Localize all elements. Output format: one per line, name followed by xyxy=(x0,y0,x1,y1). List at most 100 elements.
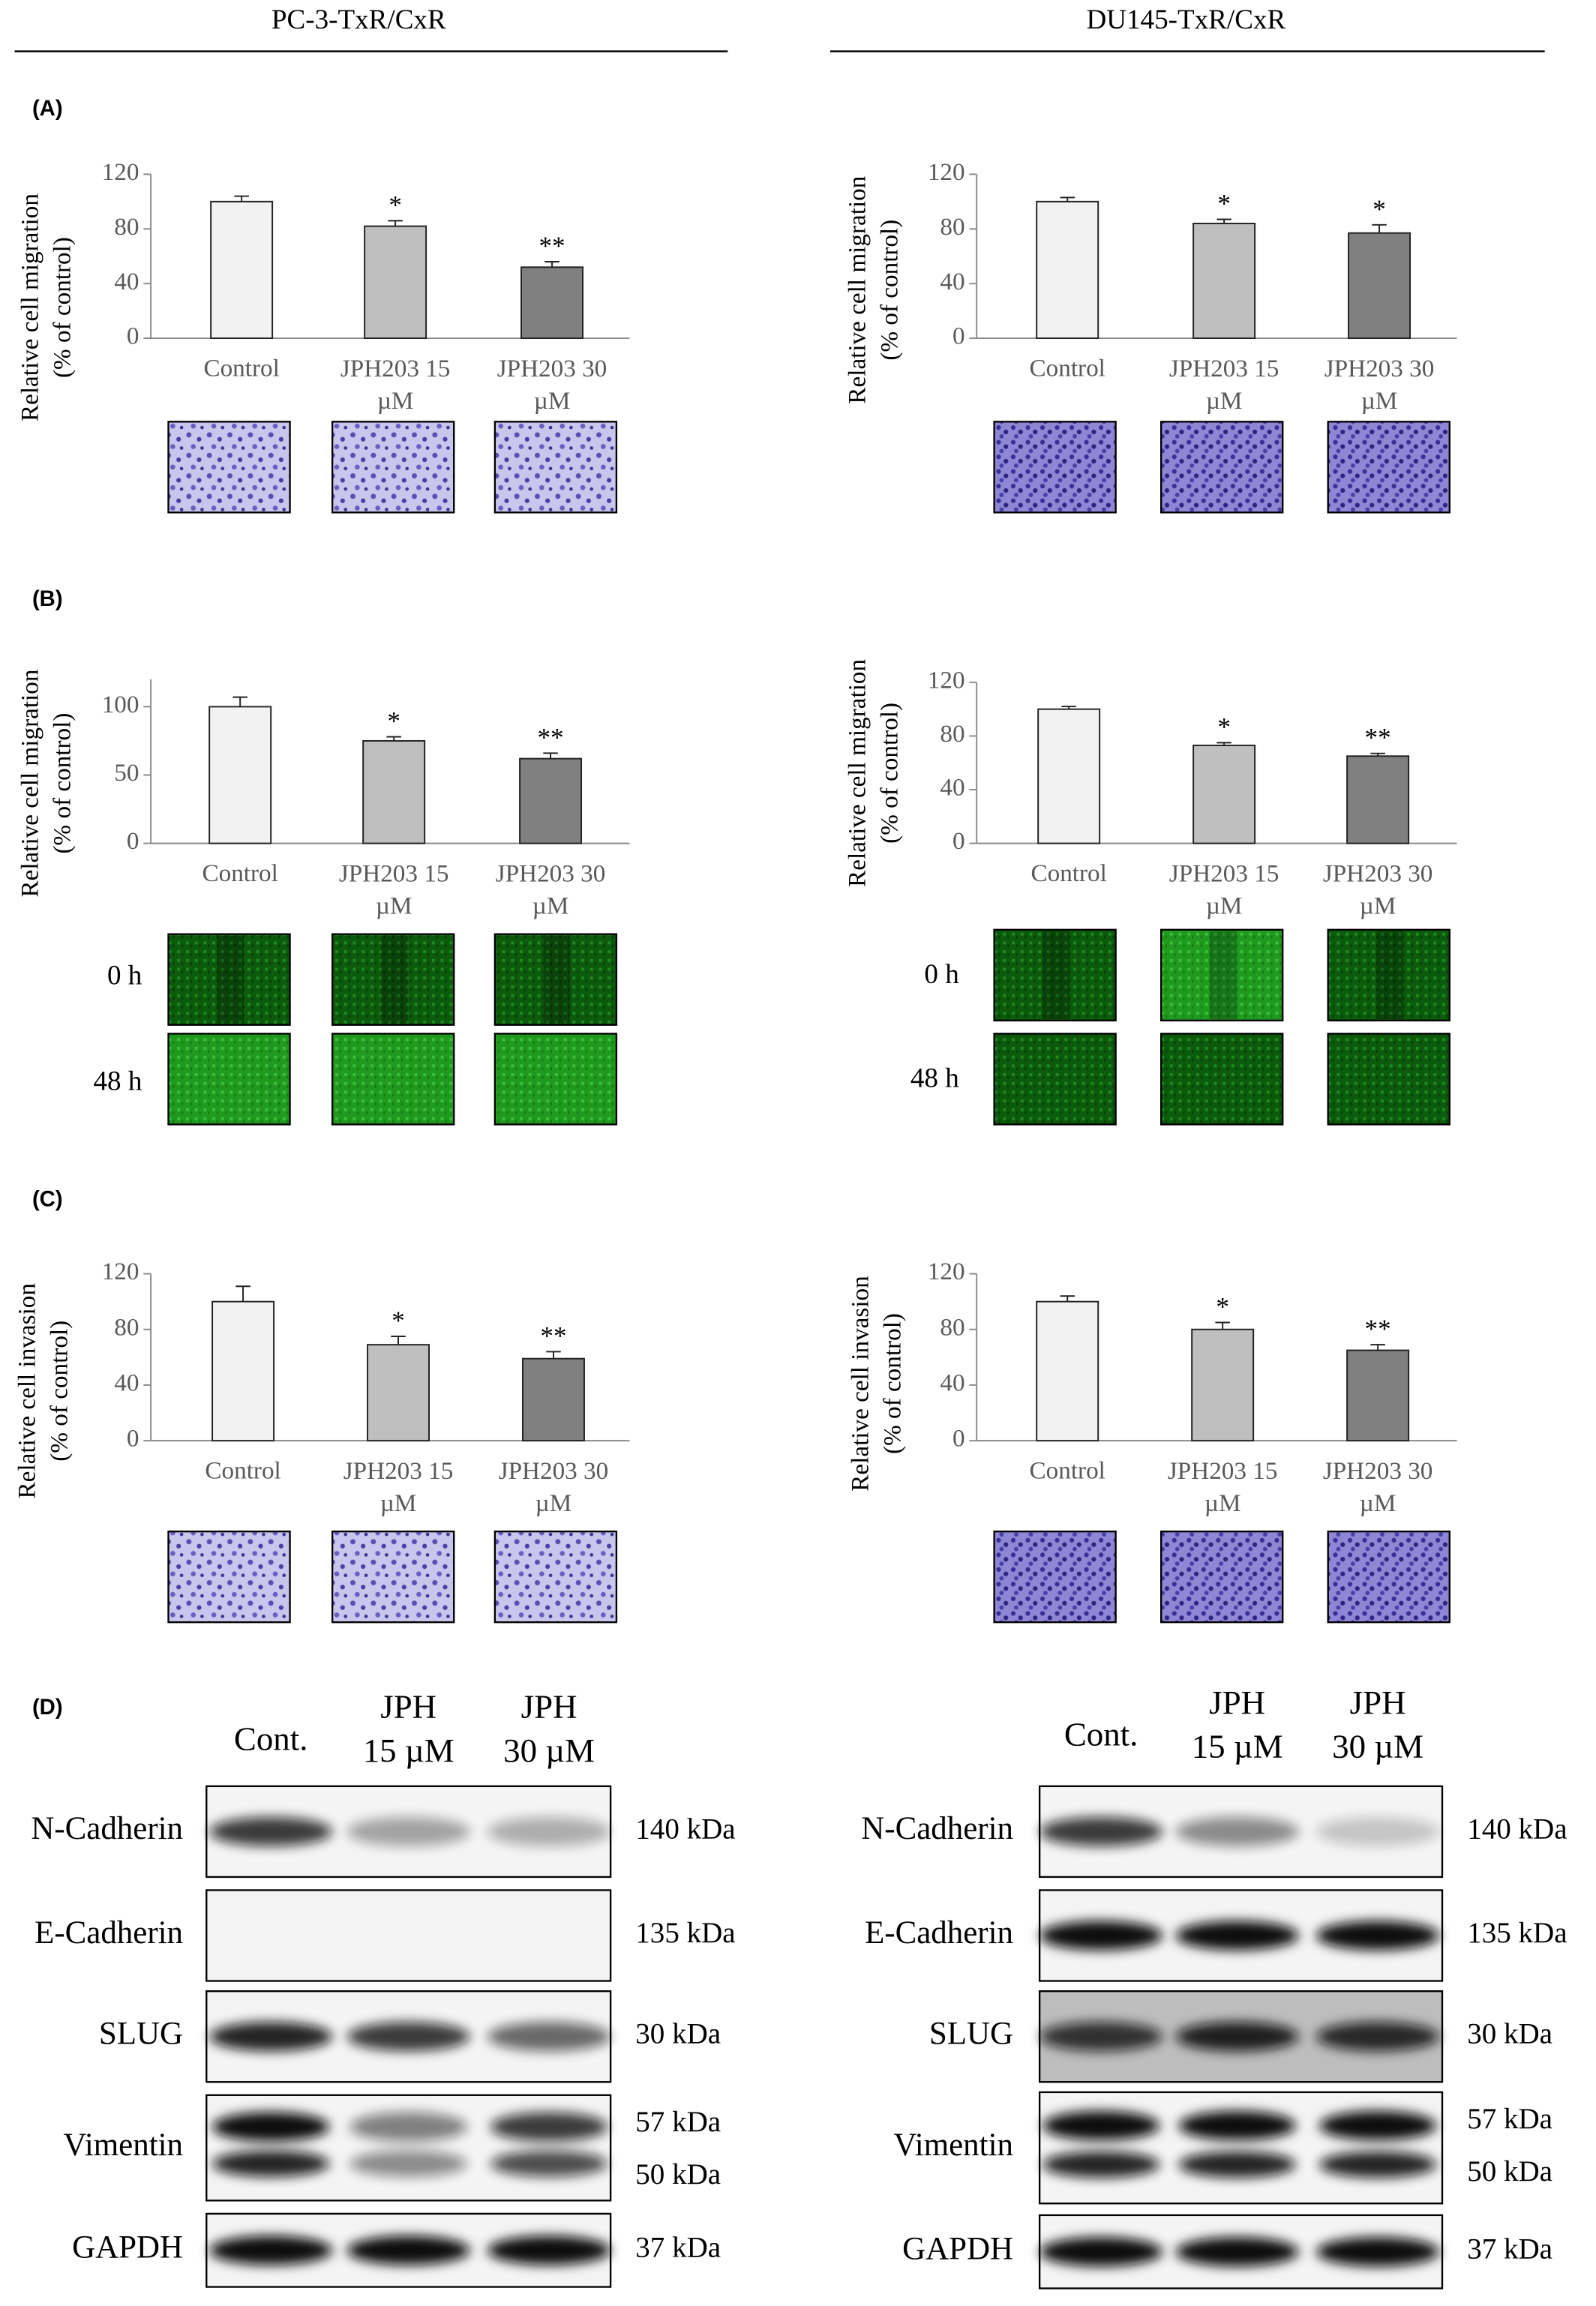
lane-label: JPH xyxy=(380,1688,436,1726)
x-tick-label: JPH203 30 µM xyxy=(1323,859,1433,919)
micrograph xyxy=(167,421,291,514)
blot-band xyxy=(212,2112,330,2142)
y-tick-label: 120 xyxy=(102,158,140,186)
error-bar xyxy=(391,1336,406,1345)
blot-band xyxy=(490,2112,608,2142)
error-bar xyxy=(546,1351,561,1359)
blot-frame xyxy=(206,2094,612,2202)
micrograph xyxy=(331,1530,455,1624)
blot-band xyxy=(1175,2237,1299,2267)
micrograph xyxy=(1327,421,1450,514)
y-tick-label: 40 xyxy=(114,268,139,295)
x-tick-label: JPH203 30 µM xyxy=(496,859,606,919)
time-label: 48 h xyxy=(93,1066,142,1096)
blot-band xyxy=(1316,2237,1440,2267)
blot-band xyxy=(212,2150,330,2177)
blot-band xyxy=(209,2022,333,2052)
y-tick-label: 40 xyxy=(940,1369,964,1397)
micrograph xyxy=(1160,928,1284,1021)
lane-label: Cont. xyxy=(234,1720,308,1758)
wound-gap xyxy=(380,935,408,1024)
blot-band xyxy=(1175,1921,1299,1951)
error-bar xyxy=(388,220,403,226)
blot-band xyxy=(1316,1921,1440,1951)
lane-label: 15 µM xyxy=(363,1732,454,1769)
bar xyxy=(1036,200,1100,340)
protein-label: SLUG xyxy=(929,2017,1013,2052)
y-tick-label: 120 xyxy=(928,1258,965,1285)
bar xyxy=(210,200,274,340)
lane-label: 30 µM xyxy=(503,1732,595,1769)
error-bar xyxy=(1060,1295,1075,1302)
y-tick-label: 120 xyxy=(928,666,965,694)
blot-band xyxy=(350,2150,467,2177)
column-title: PC-3-TxR/CxR xyxy=(272,4,446,35)
y-tick-label: 80 xyxy=(940,720,964,748)
y-tick-label: 0 xyxy=(127,322,140,350)
panel-label: (D) xyxy=(32,1695,63,1720)
label-line: µM xyxy=(1204,1489,1241,1517)
y-tick-label: 80 xyxy=(114,213,139,241)
wound-gap xyxy=(1376,931,1404,1019)
label-line: µM xyxy=(536,1489,572,1517)
x-tick-label: Control xyxy=(203,355,279,382)
bar xyxy=(520,266,584,340)
significance-mark: * xyxy=(392,1306,405,1336)
label-line: JPH203 15 xyxy=(1169,859,1280,887)
blot-band xyxy=(1040,1816,1163,1846)
label-line: JPH203 30 xyxy=(499,1457,609,1485)
blot-band xyxy=(1040,2237,1163,2267)
blot-frame xyxy=(1038,2091,1444,2205)
lane-label: Cont. xyxy=(1064,1716,1138,1753)
error-bar xyxy=(1370,1344,1385,1351)
y-axis-label: Relative cell migration xyxy=(16,193,44,421)
micrograph xyxy=(167,933,291,1026)
y-axis-label: Relative cell migration xyxy=(844,175,872,403)
micrograph xyxy=(494,421,618,514)
y-tick-label: 120 xyxy=(928,158,965,186)
blot-band xyxy=(1319,2110,1437,2140)
protein-label: Vimentin xyxy=(63,2128,183,2163)
y-tick-label: 0 xyxy=(952,1425,965,1453)
blot-band xyxy=(1042,2110,1160,2140)
y-tick-label: 80 xyxy=(940,1313,964,1341)
panel-label: (C) xyxy=(32,1187,63,1212)
bar xyxy=(367,1344,430,1442)
bar xyxy=(212,1300,275,1442)
blot-band xyxy=(1316,1816,1440,1846)
y-tick-label: 40 xyxy=(114,1369,139,1397)
blot-band xyxy=(488,2236,611,2266)
y-axis-label: Relative cell invasion xyxy=(14,1283,41,1499)
label-line: µM xyxy=(1206,892,1243,919)
x-tick-label: JPH203 30 µM xyxy=(1323,1457,1433,1517)
label-line: µM xyxy=(380,1489,417,1517)
label-line: µM xyxy=(1206,387,1243,415)
error-bar xyxy=(236,1285,250,1302)
y-axis-label: (% of control) xyxy=(49,237,76,378)
blot-frame xyxy=(206,1889,612,1982)
x-tick-label: JPH203 15 µM xyxy=(340,355,451,415)
label-line: JPH203 30 xyxy=(1324,355,1435,382)
micrograph xyxy=(331,933,455,1026)
y-tick-label: 40 xyxy=(940,268,964,295)
label-line: JPH203 15 xyxy=(1168,1457,1278,1485)
error-bar xyxy=(234,195,249,202)
blot-band xyxy=(1042,2151,1160,2178)
kda-label: 37 kDa xyxy=(635,2232,721,2264)
significance-mark: ** xyxy=(1365,1315,1391,1344)
error-bar xyxy=(1370,752,1385,757)
label-line: JPH203 30 xyxy=(1323,1457,1433,1485)
y-axis-label: (% of control) xyxy=(46,1321,74,1462)
significance-mark: * xyxy=(1217,189,1231,218)
blot-band xyxy=(209,2236,333,2266)
protein-label: E-Cadherin xyxy=(34,1915,183,1951)
significance-mark: * xyxy=(388,190,402,220)
label-line: µM xyxy=(377,387,414,415)
wound-gap xyxy=(1209,931,1237,1019)
blot-band xyxy=(346,1816,470,1846)
label-line: JPH203 30 xyxy=(497,355,608,382)
significance-mark: * xyxy=(387,706,400,736)
error-bar xyxy=(1060,196,1075,202)
label-line: µM xyxy=(1360,1489,1396,1517)
label-line: µM xyxy=(1361,387,1398,415)
